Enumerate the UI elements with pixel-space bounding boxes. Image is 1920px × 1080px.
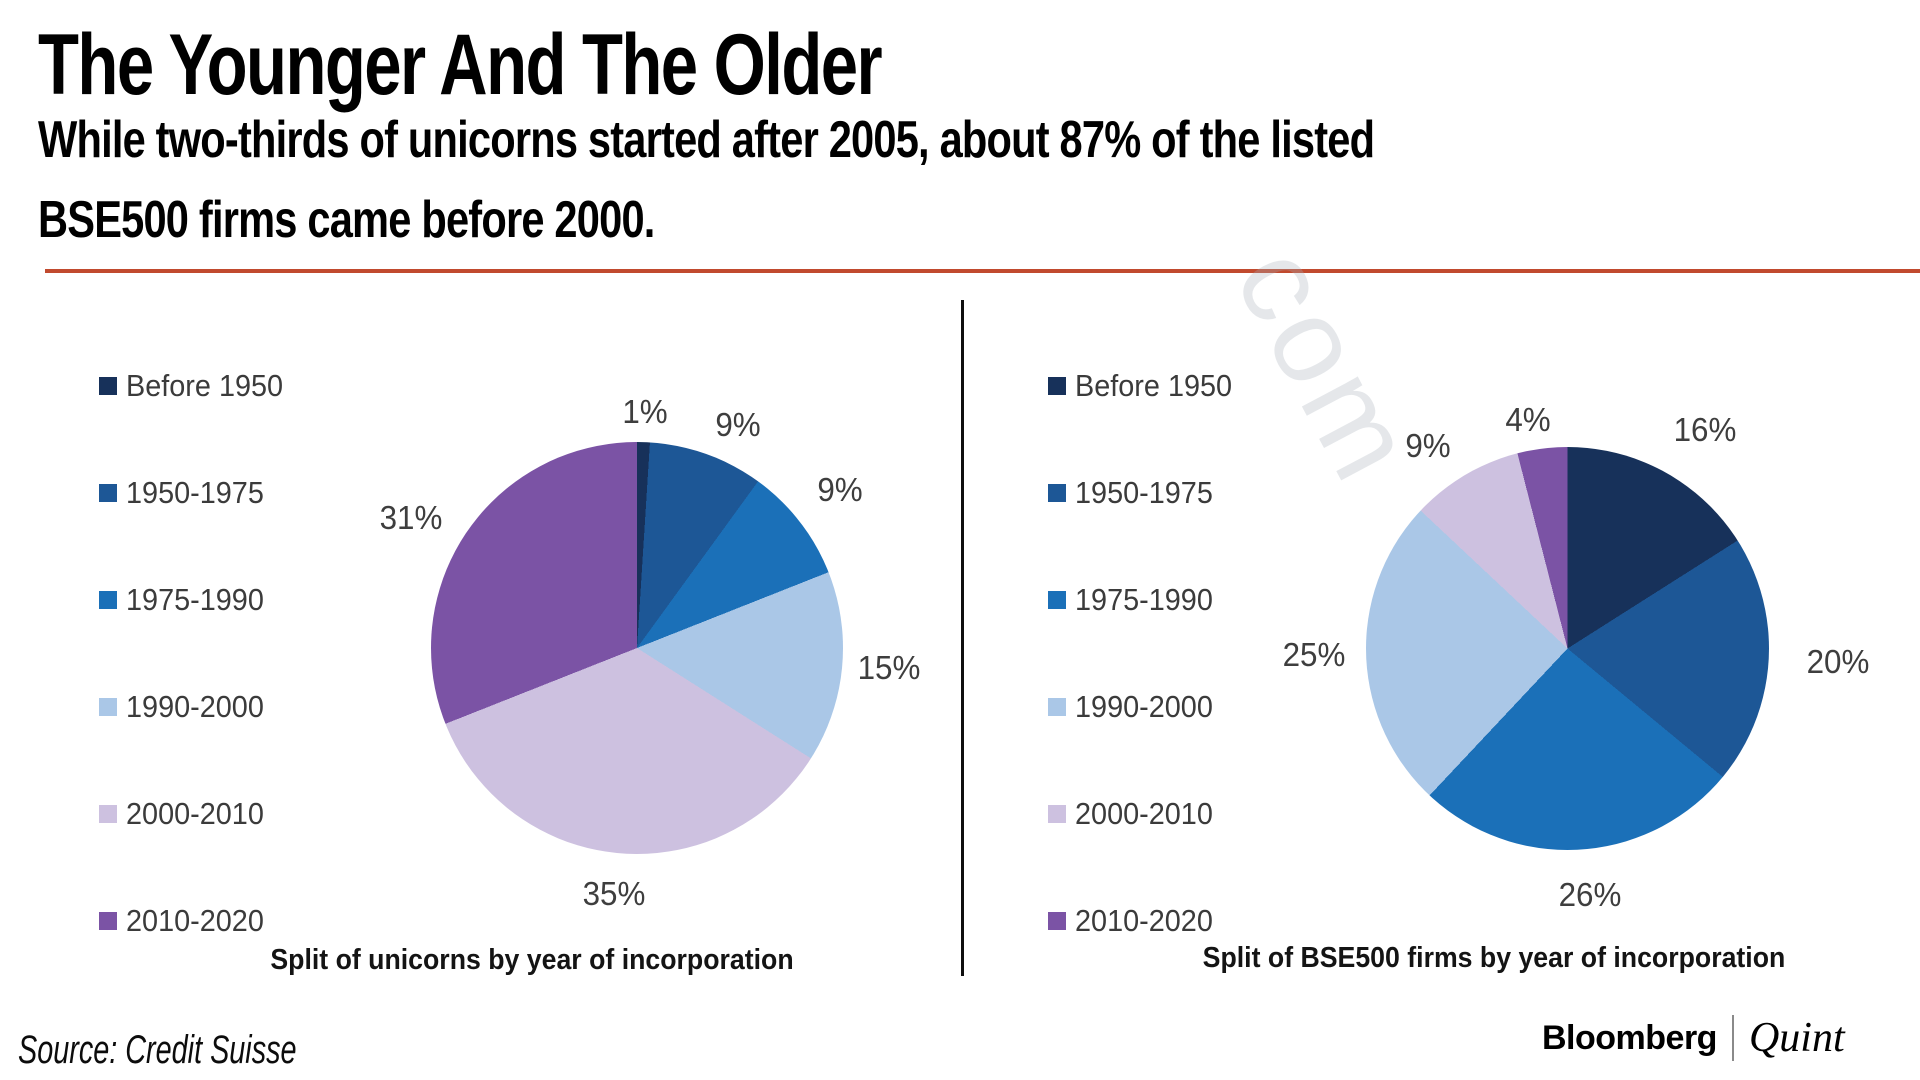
chart-caption-bse500: Split of BSE500 firms by year of incorpo… [1202,942,1786,974]
legend-item: 1975-1990 [99,581,295,617]
legend-swatch [99,483,117,502]
legend-label: 2010-2020 [1075,902,1213,938]
pie-chart-bse500 [1366,447,1769,850]
pie-slice-label: 9% [1405,427,1451,464]
legend-swatch [99,376,117,395]
brand-divider [1731,1015,1734,1061]
pie-slice-label: 9% [817,471,863,508]
pie-slice-label: 16% [1673,411,1737,448]
legend-label: 1990-2000 [1075,688,1213,724]
pie-slice-label: 4% [1505,401,1551,438]
legend-label: Before 1950 [1075,367,1233,403]
pie-slice-label: 31% [379,499,443,536]
pie-slice-label: 1% [622,393,668,430]
pie-slice-label: 26% [1558,876,1622,913]
legend-item: 2000-2010 [99,795,295,831]
pie-slice-label: 9% [715,406,761,443]
legend-swatch [99,804,117,823]
legend-swatch [99,697,117,716]
legend-item: 1950-1975 [99,474,295,510]
chart-caption-unicorns: Split of unicorns by year of incorporati… [270,944,794,976]
legend-item: 2010-2020 [99,902,295,938]
page-subtitle: While two-thirds of unicorns started aft… [38,100,1375,260]
page-title: The Younger And The Older [38,17,883,113]
legend-label: Before 1950 [126,367,284,403]
brand-quint: Quint [1748,1015,1845,1061]
accent-rule [45,269,1920,273]
pie-slice-label: 35% [582,875,646,912]
legend-item: 2010-2020 [1048,902,1244,938]
legend-swatch [1048,376,1066,395]
legend-label: 2000-2010 [126,795,264,831]
legend-unicorns: Before 1950 1950-1975 1975-1990 1990-200… [99,367,295,938]
legend-label: 1950-1975 [126,474,264,510]
subtitle-line-1: While two-thirds of unicorns started aft… [38,111,1375,169]
legend-label: 1990-2000 [126,688,264,724]
legend-item: Before 1950 [1048,367,1244,403]
pie-slice-label: 25% [1282,636,1346,673]
legend-swatch [99,911,117,930]
subtitle-line-2: BSE500 firms came before 2000. [38,191,655,249]
legend-swatch [1048,590,1066,609]
legend-swatch [1048,804,1066,823]
pie-slice-label: 20% [1806,643,1870,680]
source-note: Source: Credit Suisse [18,1028,297,1072]
legend-item: 1990-2000 [1048,688,1244,724]
legend-item: 2000-2010 [1048,795,1244,831]
legend-swatch [1048,483,1066,502]
legend-item: 1990-2000 [99,688,295,724]
legend-item: Before 1950 [99,367,295,403]
legend-bse500: Before 1950 1950-1975 1975-1990 1990-200… [1048,367,1244,938]
pie-slice-label: 15% [857,649,921,686]
legend-swatch [99,590,117,609]
panel-divider [961,300,964,976]
legend-label: 1975-1990 [1075,581,1213,617]
brand-logo: Bloomberg Quint [1542,1014,1845,1062]
legend-label: 1950-1975 [1075,474,1213,510]
pie-chart-unicorns [431,442,843,854]
legend-label: 1975-1990 [126,581,264,617]
brand-bloomberg: Bloomberg [1542,1018,1717,1057]
legend-label: 2010-2020 [126,902,264,938]
legend-swatch [1048,697,1066,716]
legend-item: 1950-1975 [1048,474,1244,510]
legend-swatch [1048,911,1066,930]
legend-label: 2000-2010 [1075,795,1213,831]
legend-item: 1975-1990 [1048,581,1244,617]
